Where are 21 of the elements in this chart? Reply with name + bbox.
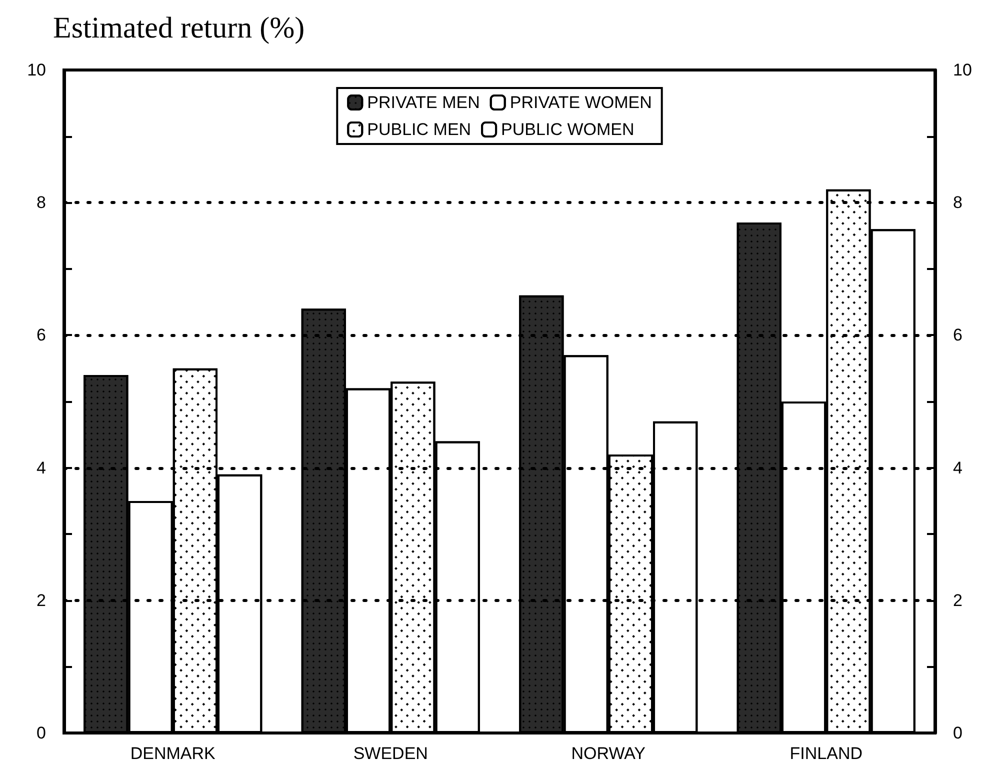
legend-label: PRIVATE MEN	[367, 93, 480, 112]
x-tick-label: NORWAY	[571, 744, 646, 763]
y-tick-label: 6	[36, 326, 46, 345]
chart-title: Estimated return (%)	[53, 12, 305, 44]
legend-label: PRIVATE WOMEN	[510, 93, 652, 112]
x-tick-label: FINLAND	[790, 744, 862, 763]
legend-label: PUBLIC WOMEN	[501, 120, 634, 139]
y-tick-label: 0	[36, 724, 46, 742]
x-tick-label: SWEDEN	[353, 744, 428, 763]
y2-tick-label: 0	[953, 724, 962, 742]
y2-tick-label: 6	[953, 326, 962, 345]
y2-tick-label: 4	[953, 458, 962, 478]
y-tick-label: 8	[36, 193, 46, 212]
y2-tick-label: 10	[953, 60, 972, 80]
x-tick-label: DENMARK	[130, 744, 216, 763]
y-tick-label: 4	[36, 458, 46, 478]
y-tick-label: 10	[27, 60, 46, 80]
y2-tick-label: 2	[953, 590, 962, 610]
y2-tick-label: 8	[953, 193, 962, 212]
legend-label: PUBLIC MEN	[367, 120, 472, 139]
y-tick-label: 2	[36, 590, 46, 610]
